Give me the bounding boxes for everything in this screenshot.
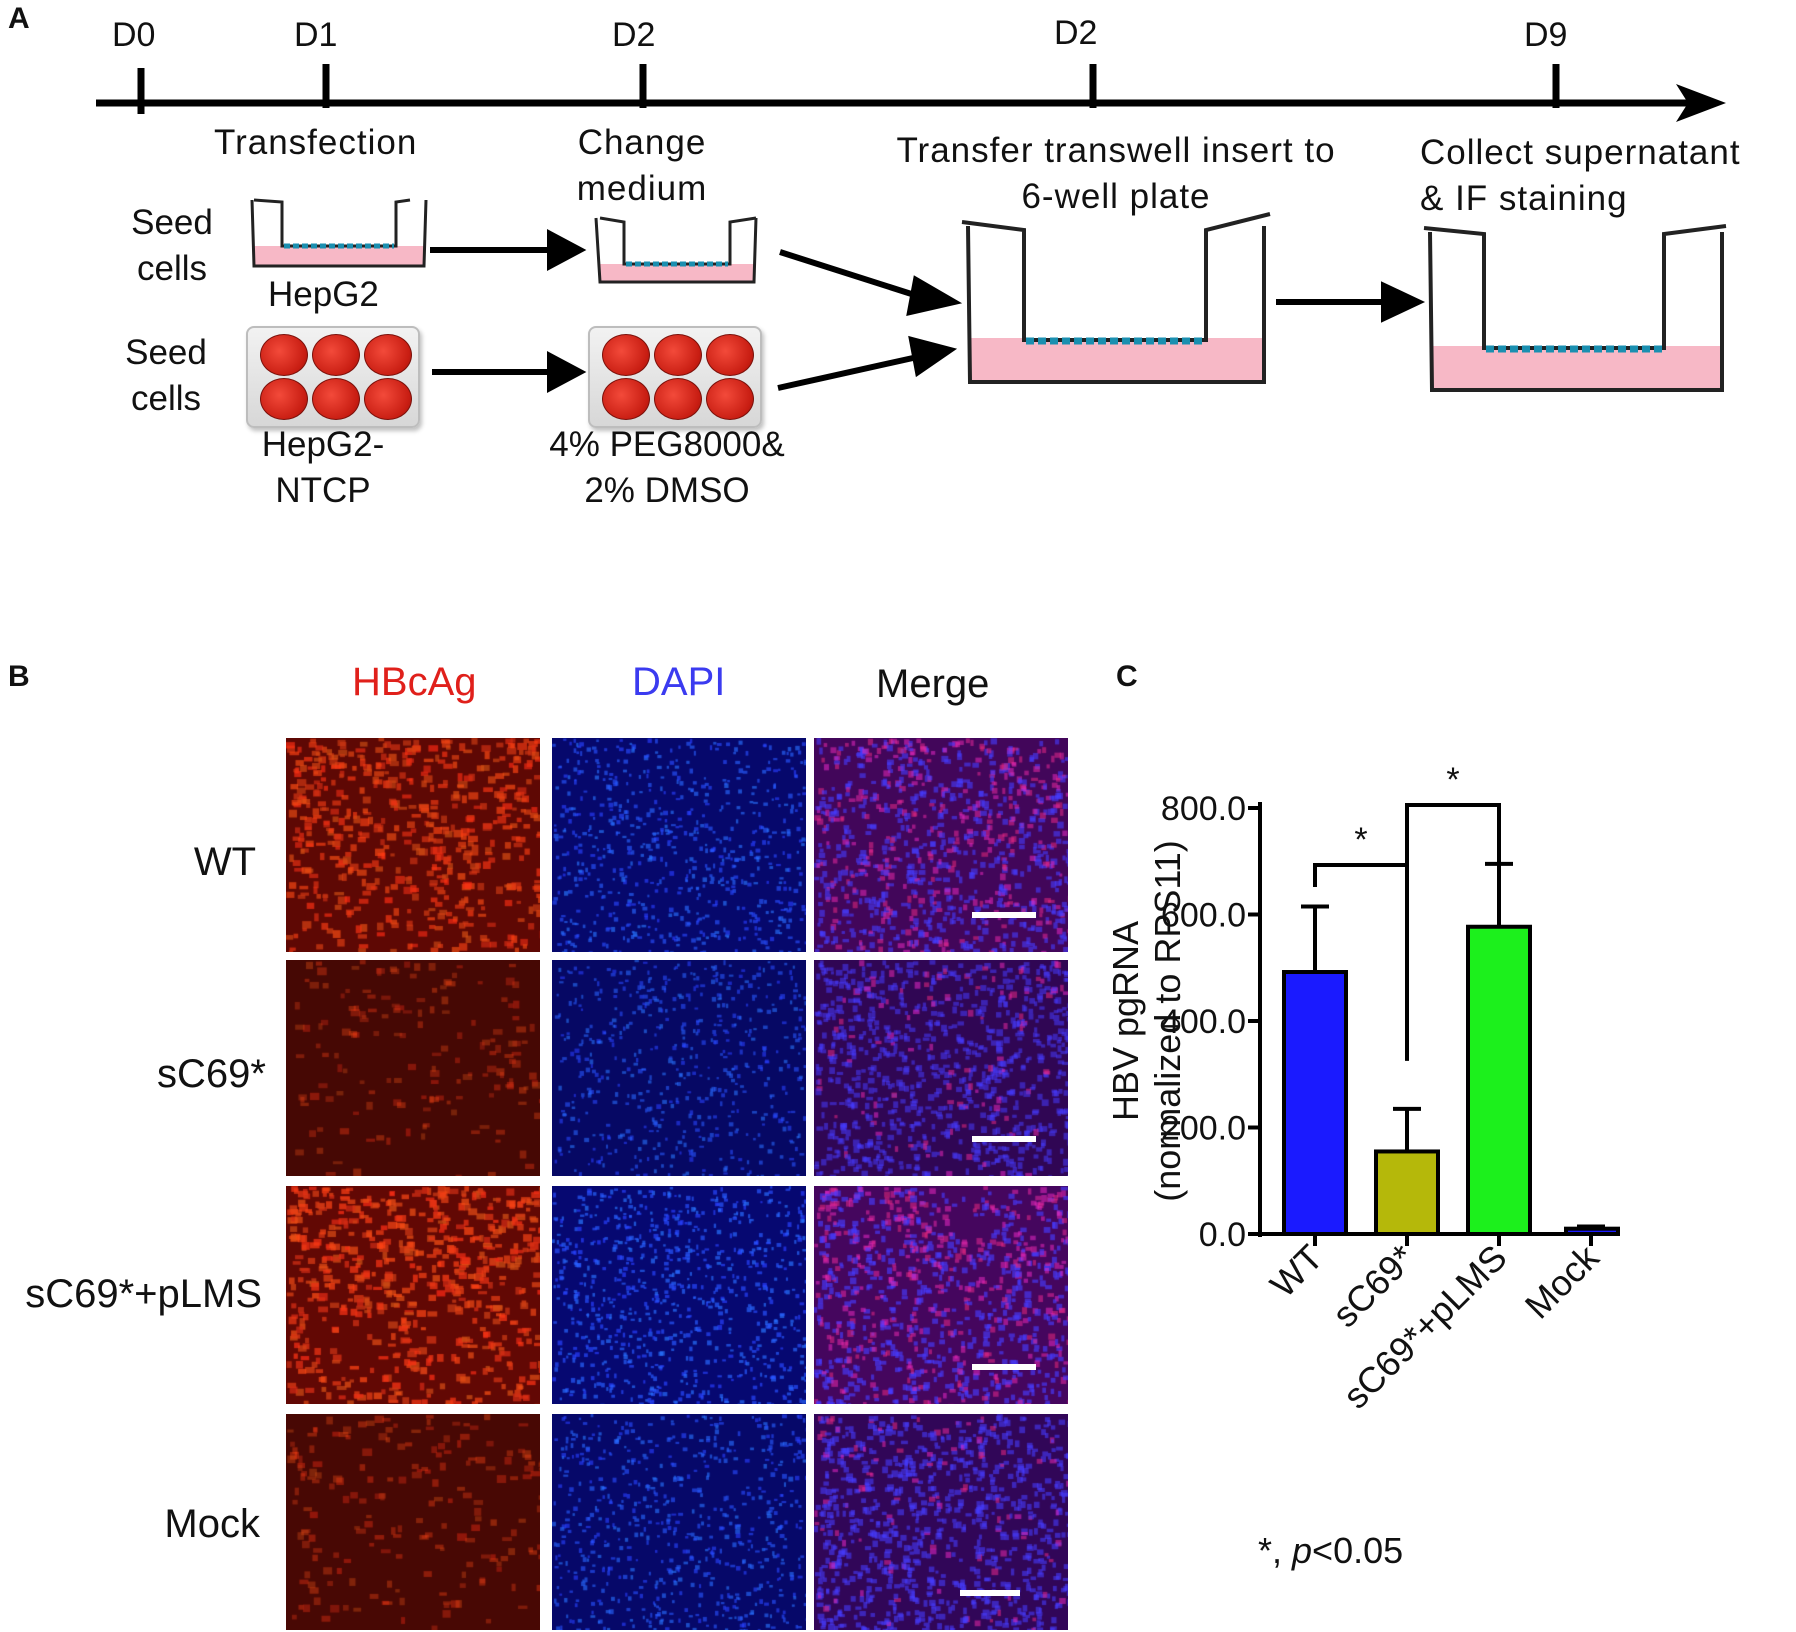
x-tick-label: Mock: [1517, 1236, 1608, 1327]
scale-bar-sc69-plms: [972, 1364, 1036, 1370]
six-well-plate-2: [588, 326, 762, 428]
y-axis-label: HBV pgRNA: [1105, 921, 1146, 1121]
step-transfer-line1: Transfer transwell insert to: [896, 131, 1336, 170]
micrograph-sc69-plms-merge: [814, 1186, 1068, 1404]
footnote-star: *,: [1258, 1530, 1293, 1571]
day-label-d9: D9: [1524, 16, 1568, 54]
seed-line2: cells: [130, 379, 202, 418]
row-label-sc69-plms: sC69*+pLMS: [25, 1272, 262, 1316]
cell-line-line1: HepG2-: [261, 425, 385, 464]
seed-cells-label-2: Seed cells: [106, 330, 226, 422]
y-axis-label-secondary: (normalized to RPS11): [1147, 840, 1188, 1201]
scale-bar-wt: [972, 912, 1036, 918]
micrograph-sc69-plms-dapi: [552, 1186, 806, 1404]
row-label-sc69: sC69*: [157, 1052, 266, 1096]
transwell-small-2: [594, 216, 758, 284]
cell-line-line2: NTCP: [275, 471, 371, 510]
step-change-medium-line1: Change: [577, 123, 707, 162]
col-header-merge: Merge: [876, 662, 990, 706]
bar-mock: [1564, 1226, 1620, 1236]
day-label-d0: D0: [112, 16, 156, 54]
significance-star: *: [1354, 821, 1367, 859]
panel-a-letter: A: [8, 2, 30, 35]
y-tick-label: 800.0: [1161, 790, 1246, 828]
step-transfer-line2: 6-well plate: [1021, 177, 1211, 216]
seed-cells-label-1: Seed cells: [112, 200, 232, 292]
flow-arrows: [430, 229, 1426, 393]
timeline-arrowhead: [1676, 84, 1726, 122]
micrograph-wt-dapi: [552, 738, 806, 952]
transwell-small-1: [250, 198, 428, 268]
day-label-d2: D2: [612, 16, 656, 54]
seed-line1: Seed: [125, 333, 207, 372]
scale-bar-sc69: [972, 1136, 1036, 1142]
seed-line1: Seed: [131, 203, 213, 242]
transwell-large-2: [1423, 224, 1727, 392]
micrograph-mock-merge: [814, 1414, 1068, 1630]
row-label-wt: WT: [193, 840, 256, 884]
timeline-diagram: [96, 64, 1727, 393]
micrograph-sc69-hbcag: [286, 960, 540, 1176]
cell-line-hepg2: HepG2: [268, 275, 379, 314]
step-transfection: Transfection: [214, 123, 418, 162]
micrograph-sc69-merge: [814, 960, 1068, 1176]
step-change-medium: Change medium: [560, 120, 724, 212]
step-collect-line1: Collect supernatant: [1420, 133, 1741, 172]
day-label-d1: D1: [294, 16, 338, 54]
row-label-mock: Mock: [164, 1502, 260, 1546]
step-collect: Collect supernatant & IF staining: [1420, 130, 1741, 222]
footnote-threshold: <0.05: [1312, 1530, 1404, 1571]
step-change-medium-line2: medium: [576, 169, 708, 208]
micrograph-mock-dapi: [552, 1414, 806, 1630]
bar-sc69-plms: [1466, 924, 1532, 1236]
col-header-dapi: DAPI: [632, 660, 726, 704]
x-tick-label: sC69*+pLMS: [1335, 1237, 1515, 1417]
bar-sc69-: [1374, 1149, 1440, 1236]
significance-footnote: *, p<0.05: [1258, 1530, 1403, 1572]
treatment-line1: 4% PEG8000&: [549, 425, 785, 464]
scale-bar-mock: [960, 1590, 1020, 1596]
micrograph-sc69-plms-hbcag: [286, 1186, 540, 1404]
day-label-d2-second: D2: [1054, 14, 1098, 52]
step-collect-line2: & IF staining: [1420, 179, 1628, 218]
y-tick-label: 600.0: [1161, 897, 1246, 935]
transwell-large-1: [961, 212, 1271, 384]
footnote-p: p: [1292, 1530, 1313, 1571]
bar-wt: [1282, 970, 1348, 1236]
col-header-hbcag: HBcAg: [352, 660, 477, 704]
treatment-line2: 2% DMSO: [584, 471, 750, 510]
significance-star: *: [1446, 761, 1459, 799]
y-tick-label: 200.0: [1161, 1110, 1246, 1148]
significance-bracket: [1313, 863, 1409, 1061]
micrograph-wt-hbcag: [286, 738, 540, 952]
panel-c-letter: C: [1116, 660, 1138, 693]
step-transfer: Transfer transwell insert to 6-well plat…: [846, 128, 1386, 220]
significance-bracket: [1405, 803, 1501, 865]
y-tick-label: 0.0: [1199, 1216, 1246, 1254]
micrograph-wt-merge: [814, 738, 1068, 952]
treatment-label: 4% PEG8000& 2% DMSO: [514, 422, 820, 514]
seed-line2: cells: [136, 249, 208, 288]
panel-b-letter: B: [8, 660, 30, 693]
x-tick-label: WT: [1262, 1237, 1331, 1306]
micrograph-mock-hbcag: [286, 1414, 540, 1630]
bar-chart: 0.0 200.0 400.0 600.0 800.0 HBV pgRNA (normali…: [1105, 761, 1620, 1417]
micrograph-sc69-dapi: [552, 960, 806, 1176]
six-well-plate-1: [246, 326, 420, 428]
cell-line-hepg2-ntcp: HepG2- NTCP: [234, 422, 412, 514]
y-tick-label: 400.0: [1161, 1003, 1246, 1041]
